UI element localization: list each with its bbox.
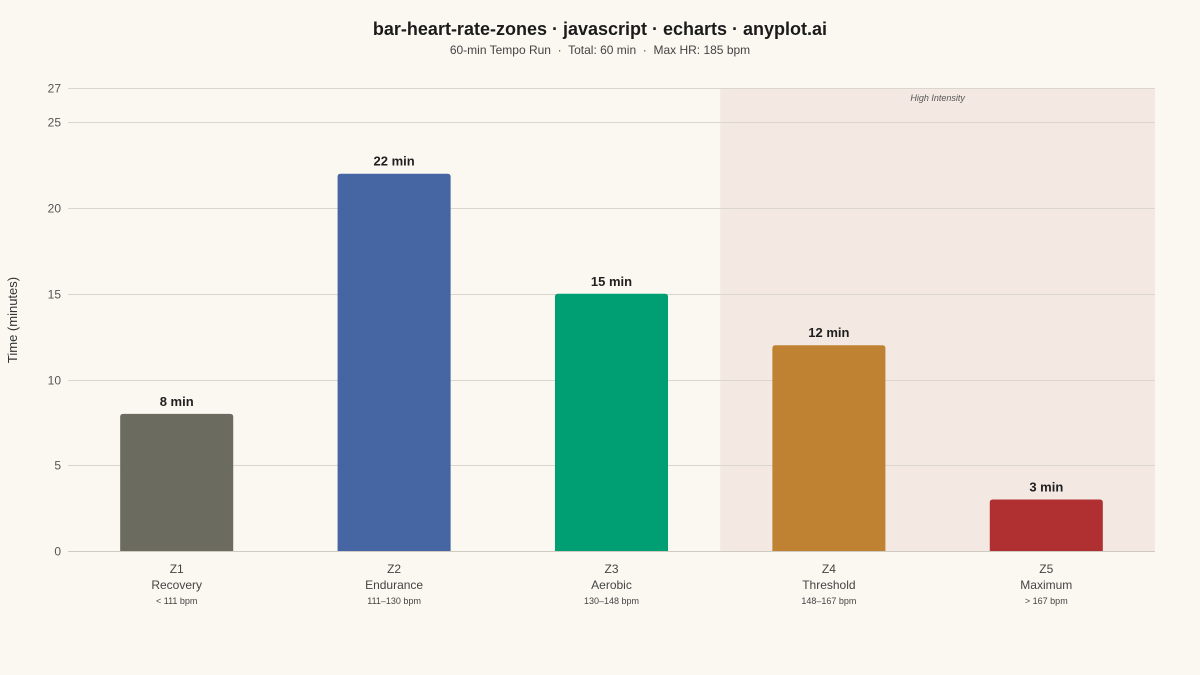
x-tick-zone-name: Maximum: [1020, 578, 1072, 592]
y-tick-label: 15: [48, 288, 62, 302]
chart-subtitle: 60-min Tempo Run · Total: 60 min · Max H…: [449, 43, 751, 57]
bar-z4: [772, 345, 886, 551]
x-tick-zone: Z3: [604, 562, 618, 576]
x-tick-zone-name: Recovery: [151, 578, 202, 592]
bar-z1: [120, 413, 234, 551]
data-label: 22 min: [374, 154, 415, 169]
y-tick-label: 20: [48, 202, 62, 216]
chart-title: bar-heart-rate-zones · javascript · echa…: [372, 19, 828, 39]
x-tick-zone-name: Aerobic: [591, 578, 632, 592]
bar-z5: [989, 499, 1103, 551]
y-tick-label: 25: [48, 116, 62, 130]
x-tick-zone-range: 111–130 bpm: [367, 596, 421, 606]
y-tick-label: 10: [48, 374, 62, 388]
x-tick-zone: Z4: [822, 562, 836, 576]
data-label: 15 min: [591, 274, 632, 289]
x-tick-zone-name: Endurance: [365, 578, 423, 592]
y-axis-label: Time (minutes): [5, 277, 20, 363]
data-label: 3 min: [1029, 480, 1063, 495]
x-tick-zone: Z1: [170, 562, 184, 576]
y-tick-label: 5: [54, 459, 61, 473]
x-tick-zone: Z2: [387, 562, 401, 576]
x-tick-zone-range: < 111 bpm: [156, 596, 197, 606]
x-tick-zone-range: 130–148 bpm: [584, 596, 639, 606]
data-label: 8 min: [160, 394, 194, 409]
x-tick-zone-range: 148–167 bpm: [801, 596, 856, 606]
x-tick-zone-name: Threshold: [802, 578, 855, 592]
bar-z3: [554, 293, 669, 551]
data-label: 12 min: [808, 325, 849, 340]
x-tick-zone: Z5: [1039, 562, 1053, 576]
x-tick-zone-range: > 167 bpm: [1025, 596, 1068, 606]
region-label: High Intensity: [910, 93, 965, 103]
bar-z2: [337, 173, 451, 552]
y-tick-label: 0: [54, 545, 61, 559]
y-tick-label: 27: [48, 82, 62, 96]
